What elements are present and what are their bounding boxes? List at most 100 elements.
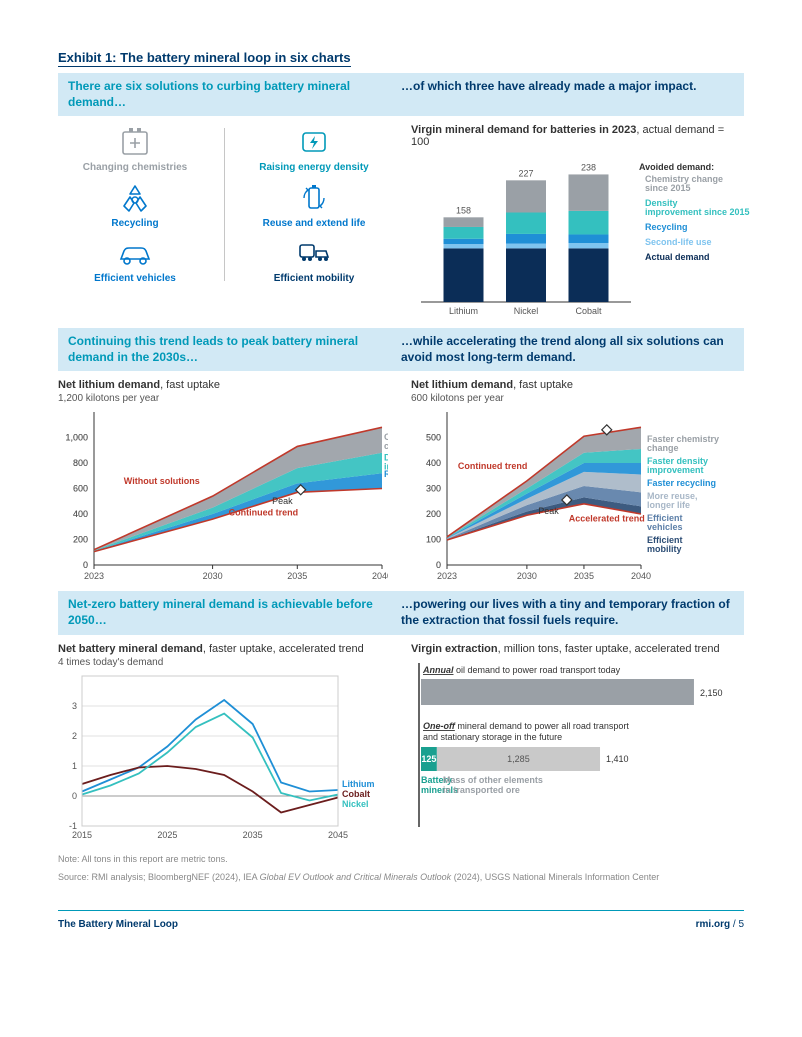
footer-page: rmi.org / 5 (696, 919, 744, 930)
compare-title-rest: , million tons, faster uptake, accelerat… (498, 643, 720, 655)
svg-text:2035: 2035 (287, 571, 307, 581)
svg-text:2015: 2015 (72, 830, 92, 840)
band3-right: …powering our lives with a tiny and temp… (401, 597, 730, 627)
svg-text:Accelerated trend: Accelerated trend (569, 514, 645, 524)
row-2: Net lithium demand, fast uptake 1,200 ki… (58, 379, 744, 583)
area-right-yaxis: 600 kilotons per year (411, 393, 744, 404)
line-title-bold: Net battery mineral demand (58, 643, 203, 655)
svg-text:improvement: improvement (647, 465, 704, 475)
svg-text:100: 100 (426, 535, 441, 545)
solution-label: Raising energy density (259, 162, 368, 174)
svg-text:2025: 2025 (157, 830, 177, 840)
svg-text:Mass of other elements: Mass of other elements (443, 775, 543, 785)
solution-transit: Efficient mobility (274, 235, 355, 285)
area-chart-right: Net lithium demand, fast uptake 600 kilo… (411, 379, 744, 583)
svg-text:0: 0 (83, 560, 88, 570)
svg-text:Second-life use: Second-life use (645, 237, 712, 247)
svg-text:Nickel: Nickel (342, 799, 369, 809)
svg-text:238: 238 (581, 163, 596, 173)
solutions-grid: Changing chemistries Recycling Efficient v… (58, 124, 391, 320)
solution-battery-plus: Changing chemistries (83, 124, 187, 174)
solution-label: Reuse and extend life (263, 218, 366, 230)
source-text: Source: RMI analysis; BloombergNEF (2024… (58, 872, 744, 882)
svg-text:1,285: 1,285 (507, 754, 530, 764)
row-1: Changing chemistries Recycling Efficient v… (58, 124, 744, 320)
area-left-yaxis: 1,200 kilotons per year (58, 393, 391, 404)
svg-text:0: 0 (436, 560, 441, 570)
svg-text:in transported ore: in transported ore (443, 785, 520, 795)
svg-text:2035: 2035 (574, 571, 594, 581)
area-left-title-bold: Net lithium demand (58, 379, 160, 391)
band1-right: …of which three have already made a majo… (401, 79, 696, 93)
note-text: Note: All tons in this report are metric… (58, 854, 744, 864)
compare-chart: Virgin extraction, million tons, faster … (411, 643, 744, 842)
svg-text:2: 2 (72, 731, 77, 741)
svg-text:improvement since 2015: improvement since 2015 (645, 207, 750, 217)
svg-text:Recycling: Recycling (645, 222, 688, 232)
page-footer: The Battery Mineral Loop rmi.org / 5 (58, 910, 744, 930)
footer-doc: The Battery Mineral Loop (58, 919, 178, 930)
svg-text:Avoided demand:: Avoided demand: (639, 162, 714, 172)
svg-text:change: change (647, 443, 679, 453)
svg-text:2045: 2045 (328, 830, 348, 840)
compare-title-bold: Virgin extraction (411, 643, 498, 655)
svg-text:longer life: longer life (647, 500, 690, 510)
bar-chart: Virgin mineral demand for batteries in 2… (411, 124, 744, 320)
exhibit-title: Exhibit 1: The battery mineral loop in s… (58, 50, 351, 67)
svg-text:400: 400 (426, 458, 441, 468)
svg-text:300: 300 (426, 484, 441, 494)
band3-left: Net-zero battery mineral demand is achie… (68, 597, 373, 627)
svg-text:Cobalt: Cobalt (575, 306, 602, 316)
svg-text:Nickel: Nickel (514, 306, 539, 316)
svg-text:158: 158 (456, 205, 471, 215)
svg-text:227: 227 (518, 169, 533, 179)
svg-text:500: 500 (426, 433, 441, 443)
line-yaxis: 4 times today's demand (58, 657, 391, 668)
solution-label: Recycling (111, 218, 158, 230)
svg-text:since 2015: since 2015 (645, 183, 691, 193)
svg-text:vehicles: vehicles (647, 522, 683, 532)
svg-text:Continued trend: Continued trend (458, 461, 528, 471)
svg-text:3: 3 (72, 701, 77, 711)
solution-label: Efficient mobility (274, 273, 355, 285)
svg-text:2035: 2035 (243, 830, 263, 840)
svg-text:mobility: mobility (647, 544, 682, 554)
bar-title-bold: Virgin mineral demand for batteries in 2… (411, 124, 636, 136)
svg-text:Actual demand: Actual demand (645, 252, 710, 262)
svg-text:1: 1 (72, 761, 77, 771)
svg-text:125: 125 (421, 754, 436, 764)
svg-text:2,150: 2,150 (700, 688, 723, 698)
svg-text:Peak: Peak (538, 506, 559, 516)
svg-text:200: 200 (426, 509, 441, 519)
svg-text:One-off mineral demand to powe: One-off mineral demand to power all road… (423, 721, 629, 731)
svg-text:Annual oil demand to power roa: Annual oil demand to power road transpor… (422, 665, 621, 675)
svg-text:2023: 2023 (84, 571, 104, 581)
svg-text:Faster recycling: Faster recycling (647, 478, 716, 488)
svg-text:Cobalt: Cobalt (342, 789, 370, 799)
svg-text:600: 600 (73, 484, 88, 494)
band-2: Continuing this trend leads to peak batt… (58, 328, 744, 371)
svg-text:Recycling: Recycling (384, 469, 388, 479)
svg-text:400: 400 (73, 509, 88, 519)
area-chart-left: Net lithium demand, fast uptake 1,200 ki… (58, 379, 391, 583)
line-title-rest: , faster uptake, accelerated trend (203, 643, 364, 655)
area-right-title-bold: Net lithium demand (411, 379, 513, 391)
svg-text:Lithium: Lithium (449, 306, 478, 316)
svg-text:2040: 2040 (372, 571, 388, 581)
svg-text:Without solutions: Without solutions (124, 477, 200, 487)
band1-left: There are six solutions to curbing batte… (68, 79, 350, 109)
svg-text:2023: 2023 (437, 571, 457, 581)
band-3: Net-zero battery mineral demand is achie… (58, 591, 744, 634)
svg-text:2040: 2040 (631, 571, 651, 581)
svg-text:change: change (384, 441, 388, 451)
svg-text:800: 800 (73, 458, 88, 468)
svg-text:0: 0 (72, 791, 77, 801)
solution-label: Efficient vehicles (94, 273, 176, 285)
line-chart: Net battery mineral demand, faster uptak… (58, 643, 391, 842)
band2-right: …while accelerating the trend along all … (401, 334, 724, 364)
solution-label: Changing chemistries (83, 162, 187, 174)
solution-car: Efficient vehicles (94, 235, 176, 285)
svg-text:1,000: 1,000 (65, 433, 88, 443)
band2-left: Continuing this trend leads to peak batt… (68, 334, 358, 364)
row-3: Net battery mineral demand, faster uptak… (58, 643, 744, 842)
